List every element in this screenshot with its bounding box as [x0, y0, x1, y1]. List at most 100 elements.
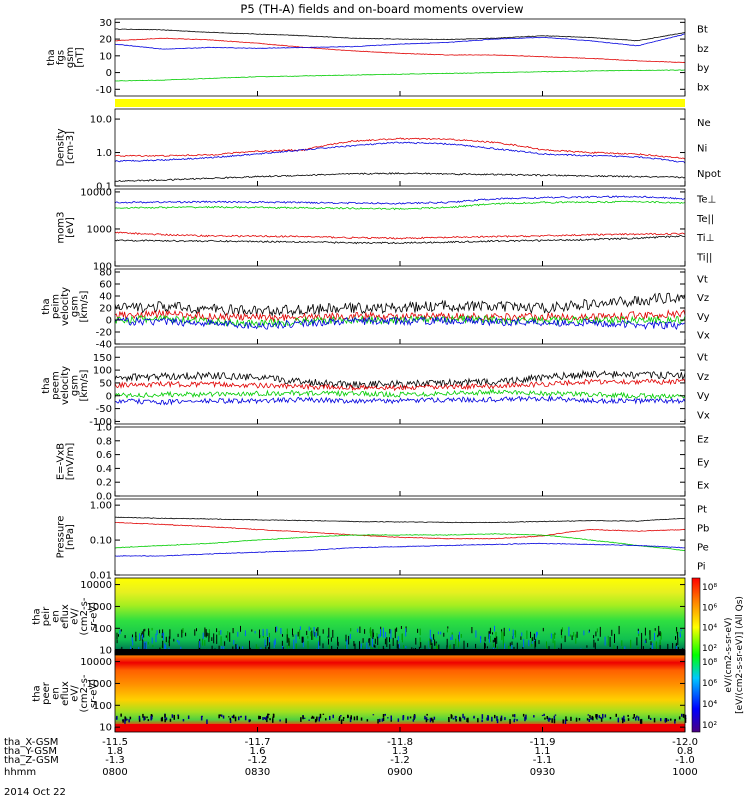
panel-peer: 10000 1000 100 10 thapeerenefluxeV/(cm2-s-sr… [32, 654, 687, 734]
spectrogram-speck [458, 639, 460, 648]
spectrogram-speck [425, 717, 428, 721]
spectrogram-speck [604, 636, 606, 646]
spectrogram-speck [424, 715, 426, 720]
spectrogram-speck [220, 636, 222, 646]
spectrogram-speck [433, 716, 436, 720]
spectrogram-speck [219, 714, 221, 717]
y-tick-label: 30 [99, 18, 112, 29]
legend-fgs: bz [697, 44, 709, 55]
spectrogram-speck [594, 642, 596, 652]
spectrogram-speck [281, 640, 283, 646]
y-tick-label: 1000 [87, 602, 112, 613]
spectrogram-speck [213, 633, 215, 644]
x-row-value: 1000 [672, 767, 697, 778]
spectrogram-speck [462, 713, 464, 719]
spectrogram-speck [254, 630, 256, 634]
spectrogram-speck [561, 635, 563, 639]
spectrogram-speck [231, 715, 234, 719]
spectrogram-speck [232, 628, 234, 634]
spectrogram-speck [565, 716, 567, 722]
spectrogram-speck [244, 715, 247, 721]
y-axis-label: [mV/m] [65, 443, 76, 481]
y-tick-label: 0 [106, 68, 112, 79]
series-fgs-bz [114, 37, 686, 63]
panel-temp: 10000 1000 100 mom3[eV] Te⊥ Te|| Ti⊥ Ti|| [55, 187, 716, 272]
spectrogram-speck [138, 715, 141, 720]
spectrogram-speck [373, 644, 375, 648]
spectrogram-speck [374, 645, 376, 648]
spectrogram-speck [194, 629, 196, 636]
spectrogram-speck [396, 627, 398, 632]
spectrogram-speck [181, 629, 183, 638]
spectrogram-speck [509, 646, 511, 649]
y-axis-label: eV/ [70, 685, 81, 702]
y-axis-label: sr-eV) [89, 679, 100, 708]
spectrogram-speck [262, 628, 264, 636]
spectrogram-speck [433, 634, 435, 640]
spectrogram-speck [222, 715, 225, 719]
spectrogram-speck [259, 716, 261, 720]
spectrogram-speck [677, 631, 679, 639]
spectrogram-speck [660, 718, 662, 722]
spectrogram-speck [541, 714, 544, 717]
spectrogram-speck [168, 636, 170, 647]
spectrogram-speck [177, 714, 180, 720]
spectrogram-speck [583, 630, 585, 636]
legend-temp: Ti⊥ [696, 233, 714, 244]
spectrogram-speck [512, 714, 514, 717]
spectrogram-speck [632, 717, 635, 719]
spectrogram-speck [349, 719, 352, 723]
spectrogram-speck [596, 628, 598, 633]
spectrogram-speck [163, 632, 165, 641]
spectrogram-speck [488, 633, 490, 643]
spectrogram-speck [400, 626, 402, 629]
spectrogram-speck [279, 719, 281, 722]
spectrogram-speck [450, 637, 452, 641]
spectrogram-speck [514, 629, 516, 635]
y-tick-label: 100 [93, 366, 112, 377]
spectrogram-speck [295, 643, 297, 651]
spectrogram-speck [159, 647, 161, 650]
spectrogram-speck [361, 645, 363, 653]
spectrogram-speck [397, 718, 400, 722]
spectrogram-speck [520, 636, 522, 640]
spectrogram-speck [307, 640, 309, 651]
legend-pressure: Pe [697, 543, 709, 554]
spectrogram-speck [659, 631, 661, 637]
spectrogram-speck [450, 714, 453, 719]
spectrogram-speck [446, 629, 448, 633]
spectrogram-speck [389, 644, 391, 653]
spectrogram-speck [542, 627, 544, 632]
spectrogram-speck [235, 644, 237, 651]
panel-frame [114, 268, 686, 345]
spectrogram-speck [377, 719, 379, 724]
x-row-value: -1.1 [533, 755, 553, 766]
x-row-value: 1.6 [250, 746, 266, 757]
spectrogram-speck [273, 640, 275, 649]
spectrogram-speck [312, 716, 315, 719]
spectrogram-speck [135, 635, 137, 642]
spectrogram-speck [264, 717, 266, 720]
x-row-label: tha_X-GSM [4, 737, 58, 748]
y-axis-label: peer [41, 681, 52, 705]
spectrogram-speck [453, 644, 455, 650]
colorbar-tick-label: 10⁶ [702, 603, 717, 613]
y-tick-label: -10 [96, 85, 112, 96]
y-tick-label: -40 [96, 340, 112, 351]
spectrogram-speck [525, 714, 527, 720]
spectrogram-speck [597, 638, 599, 641]
spectrogram-speck [302, 636, 304, 643]
spectrogram-speck [345, 645, 347, 650]
spectrogram-speck [276, 626, 278, 632]
spectrogram-speck [354, 643, 356, 653]
spectrogram-speck [473, 715, 475, 719]
y-tick-label: 0.10 [90, 536, 112, 547]
spectrogram-speck [602, 713, 604, 719]
legend-pressure: Pi [697, 562, 706, 573]
spectrogram-speck [595, 714, 598, 719]
y-tick-label: 10 [99, 646, 112, 657]
spectrogram-speck [611, 629, 613, 636]
spectrogram-speck [257, 646, 259, 650]
spectrogram-speck [434, 639, 436, 646]
